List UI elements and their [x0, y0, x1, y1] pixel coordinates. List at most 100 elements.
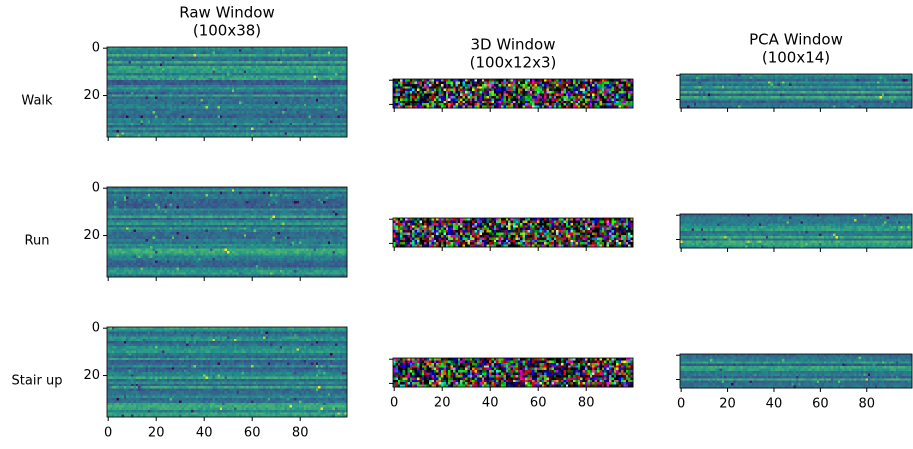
pixel [328, 47, 331, 50]
pixel [253, 71, 256, 74]
pixel [172, 109, 175, 112]
pixel [309, 189, 312, 192]
pixel [280, 87, 283, 90]
pixel [213, 113, 216, 116]
pixel [268, 192, 271, 195]
pixel [325, 80, 328, 83]
pixel [107, 92, 110, 95]
pixel [172, 87, 175, 90]
pixel [191, 66, 194, 69]
pixel [275, 83, 278, 86]
pixel [179, 101, 182, 104]
pixel [160, 56, 163, 59]
pixel [330, 199, 333, 202]
pixel [136, 120, 139, 123]
pixel [330, 125, 333, 128]
pixel [297, 80, 300, 83]
pixel [112, 90, 115, 93]
pixel [232, 68, 235, 71]
pixel [268, 194, 271, 197]
pixel [165, 47, 168, 50]
pixel [114, 211, 117, 214]
pixel [241, 94, 244, 97]
pixel [335, 73, 338, 76]
pixel [258, 49, 261, 52]
pixel [258, 187, 261, 190]
pixel [263, 113, 266, 116]
pixel [253, 213, 256, 216]
pixel [227, 75, 230, 78]
pixel [273, 47, 276, 50]
pixel [340, 54, 343, 57]
pixel [131, 196, 134, 199]
pixel [193, 68, 196, 71]
pixel [133, 106, 136, 109]
pixel [246, 199, 249, 202]
pixel [287, 128, 290, 131]
pixel [323, 54, 326, 57]
pixel [265, 123, 268, 126]
pixel [150, 120, 153, 123]
pixel [203, 47, 206, 50]
pixel [203, 109, 206, 112]
pixel [234, 52, 237, 55]
pixel [282, 123, 285, 126]
pixel [251, 208, 254, 211]
pixel [109, 78, 112, 81]
pixel [208, 78, 211, 81]
pixel [119, 90, 122, 93]
pixel [333, 194, 336, 197]
pixel [193, 104, 196, 107]
pixel [268, 68, 271, 71]
pixel [129, 213, 132, 216]
pixel [273, 49, 276, 52]
pixel [198, 90, 201, 93]
pixel [239, 66, 242, 69]
pixel [215, 128, 218, 131]
pixel [311, 54, 314, 57]
pixel [225, 111, 228, 114]
pixel [299, 109, 302, 112]
pixel [249, 90, 252, 93]
pixel [234, 61, 237, 64]
pixel [275, 192, 278, 195]
pixel [138, 56, 141, 59]
pixel [301, 56, 304, 59]
pixel [124, 59, 127, 62]
pixel [285, 101, 288, 104]
pixel [160, 120, 163, 123]
pixel [114, 75, 117, 78]
pixel [189, 97, 192, 100]
pixel [133, 130, 136, 133]
pixel [201, 94, 204, 97]
pixel [239, 52, 242, 55]
pixel [203, 64, 206, 67]
pixel [268, 132, 271, 135]
pixel [258, 73, 261, 76]
pixel [256, 187, 259, 190]
pixel [277, 196, 280, 199]
pixel [294, 90, 297, 93]
pixel [169, 111, 172, 114]
pixel [193, 187, 196, 190]
pixel [117, 94, 120, 97]
pixel [282, 125, 285, 128]
pixel [196, 61, 199, 64]
pixel [205, 125, 208, 128]
pixel [174, 64, 177, 67]
pixel [114, 132, 117, 135]
pixel [289, 94, 292, 97]
pixel [229, 208, 232, 211]
pixel [304, 49, 307, 52]
pixel [201, 68, 204, 71]
pixel [318, 111, 321, 114]
pixel [141, 106, 144, 109]
pixel [172, 68, 175, 71]
pixel [193, 56, 196, 59]
pixel [215, 66, 218, 69]
pixel [270, 87, 273, 90]
pixel [210, 113, 213, 116]
pixel [256, 204, 259, 207]
pixel [261, 118, 264, 121]
pixel [220, 194, 223, 197]
